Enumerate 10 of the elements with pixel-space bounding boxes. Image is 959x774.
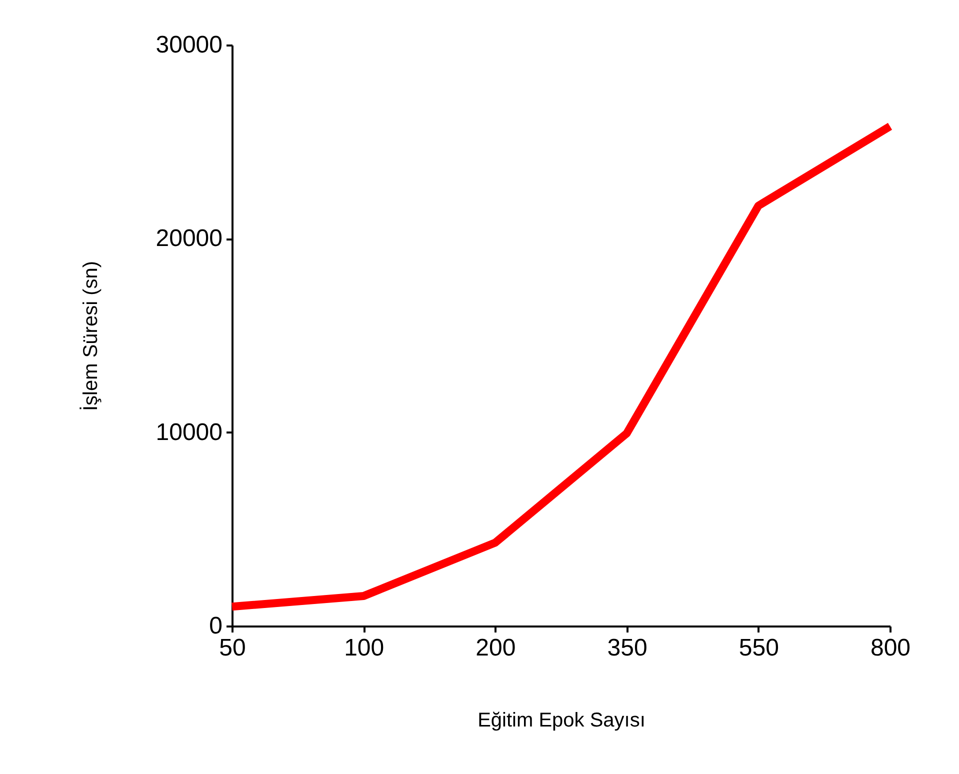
y-tick-label: 30000 <box>156 32 222 58</box>
x-axis-title: Eğitim Epok Sayısı <box>478 710 646 732</box>
x-tick-label: 800 <box>870 634 911 662</box>
y-axis-title: İşlem Süresi (sn) <box>78 260 102 412</box>
x-tick-label: 100 <box>344 634 384 662</box>
y-tick-label: 10000 <box>156 418 222 446</box>
x-tick-label: 350 <box>607 634 648 662</box>
x-tick-label: 550 <box>738 634 779 662</box>
y-tick-label: 20000 <box>156 225 222 252</box>
x-tick-label: 200 <box>476 634 516 662</box>
